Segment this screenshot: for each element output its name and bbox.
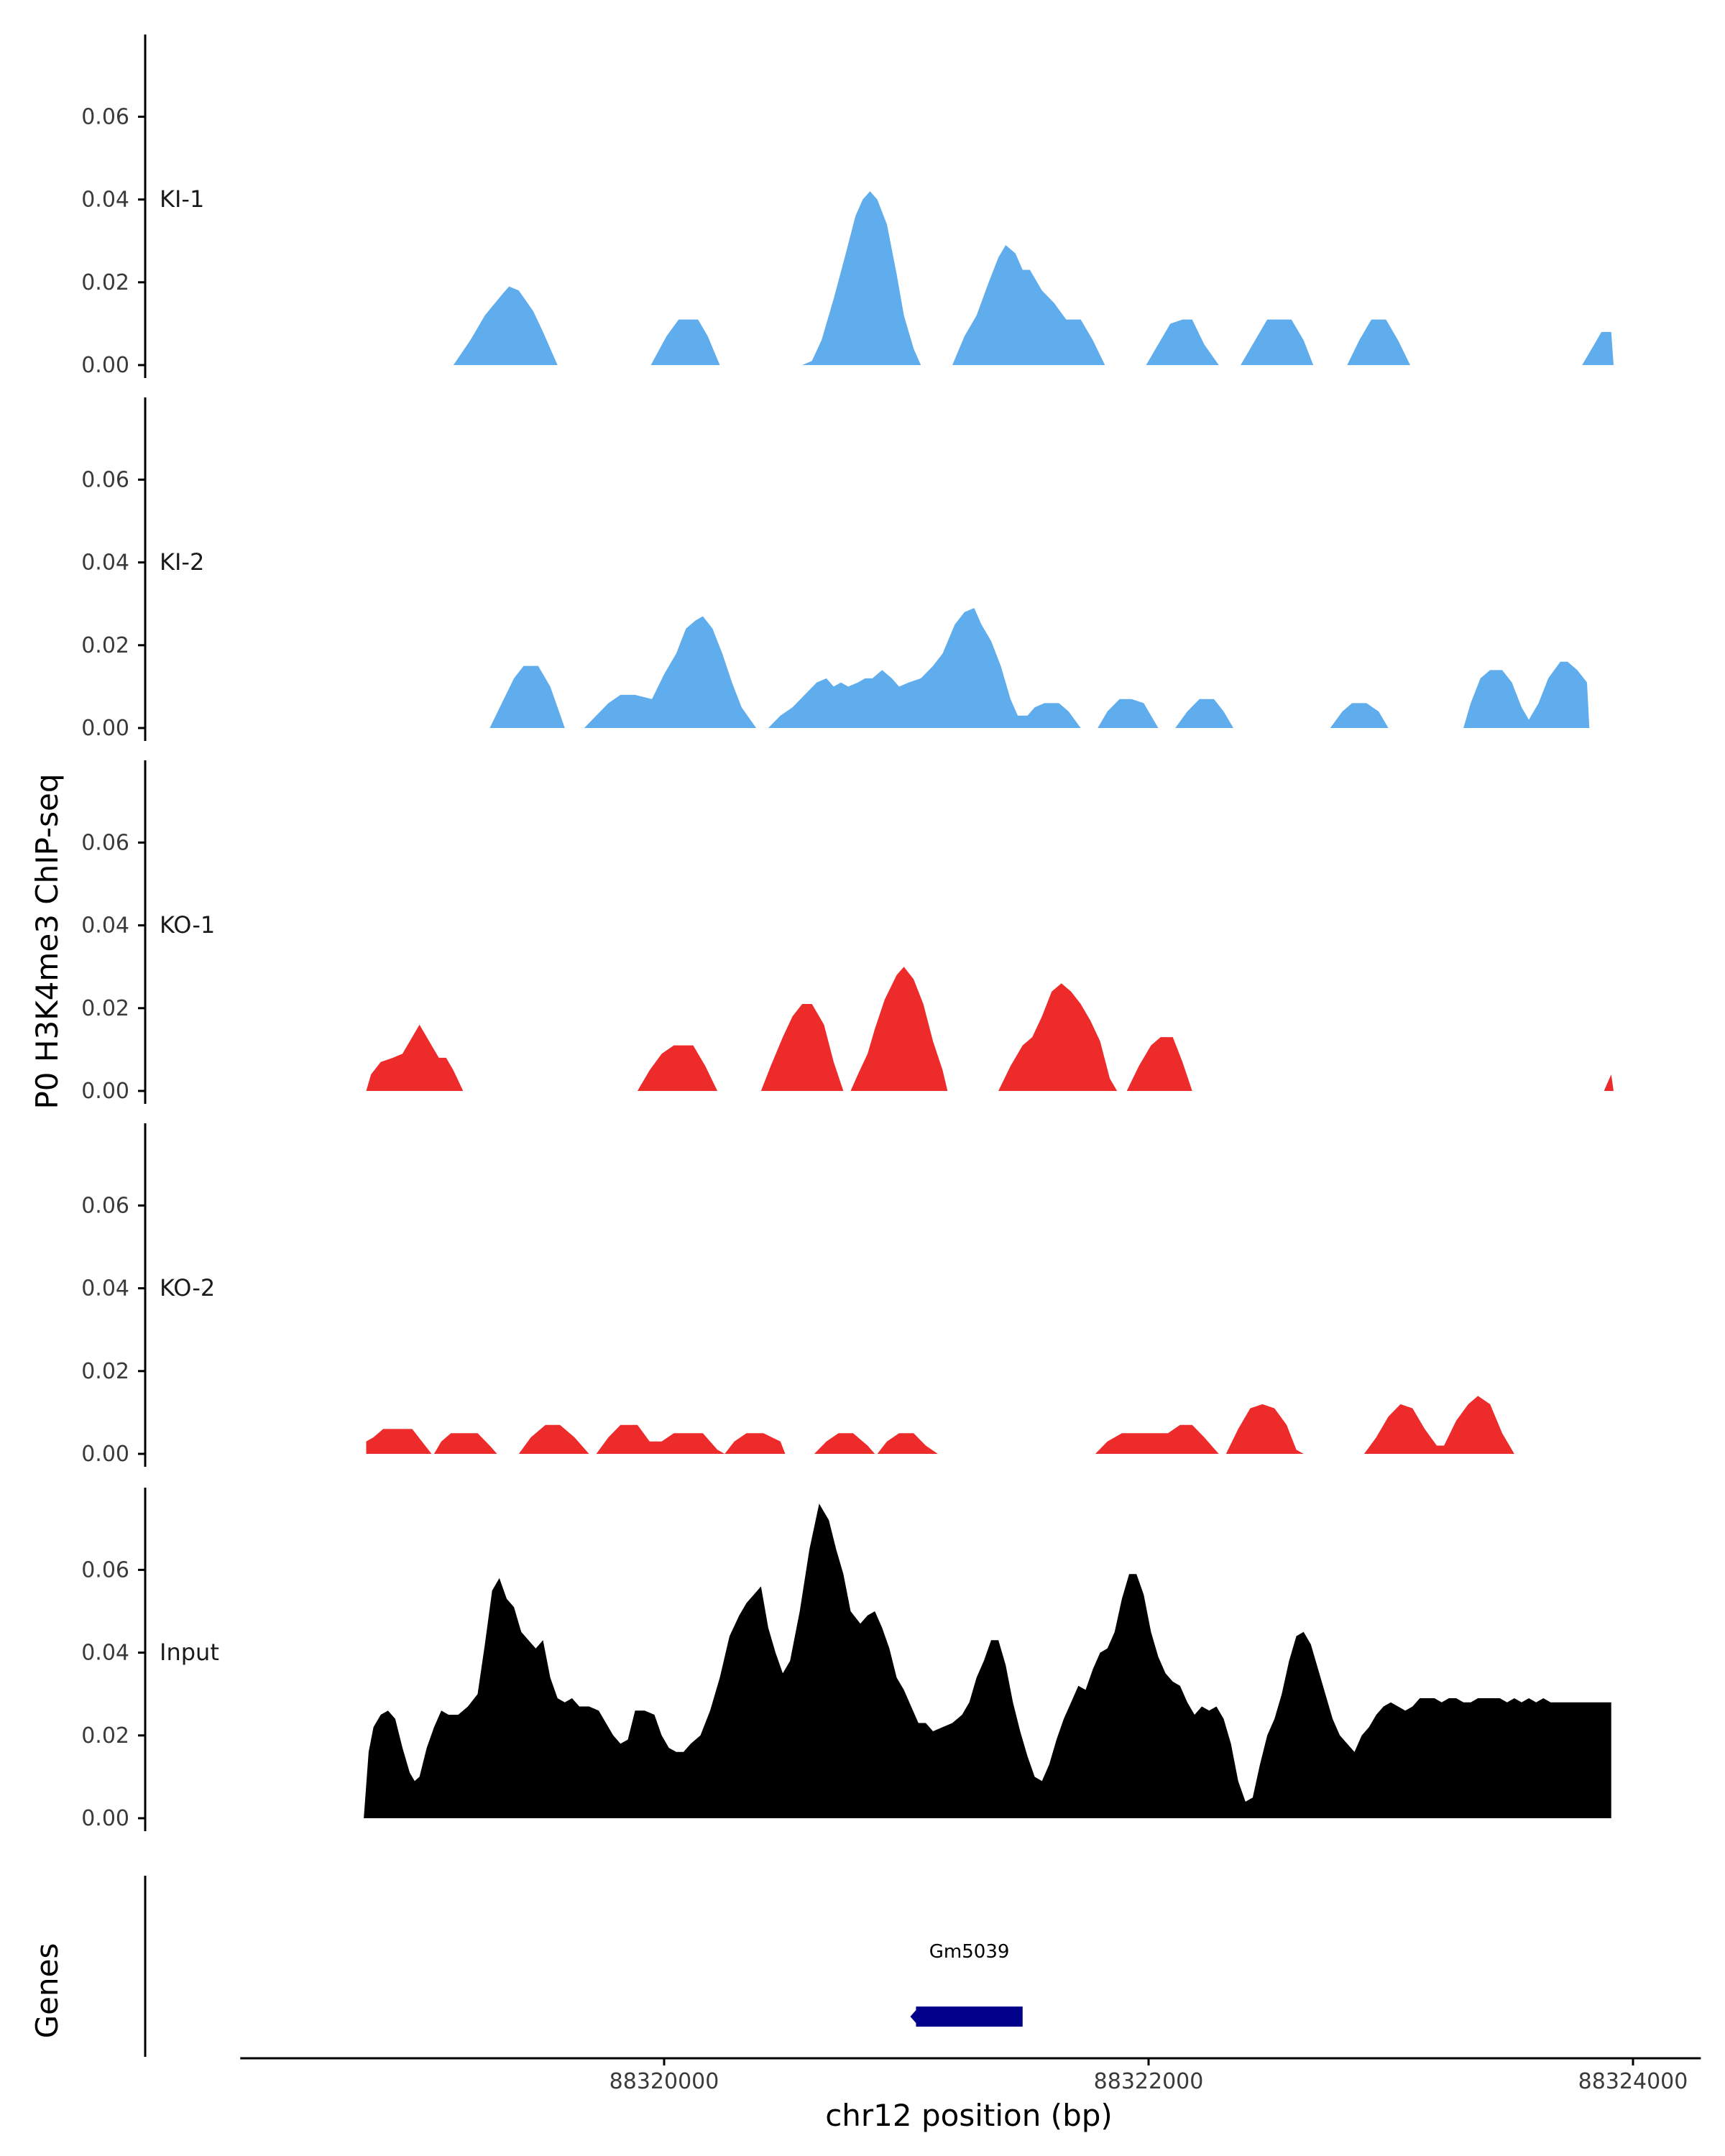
signal-area-input	[364, 1503, 1611, 1818]
y-tick-label: 0.02	[81, 633, 129, 658]
x-tick-label: 88324000	[1578, 2069, 1688, 2094]
x-axis: 88320000 88322000 88324000	[240, 2057, 1701, 2094]
track-input: 0.00 0.02 0.04 0.06 Input	[81, 1488, 1611, 1831]
y-tick-label: 0.06	[81, 467, 129, 492]
track-ki-1: 0.00 0.02 0.04 0.06 KI-1	[81, 34, 1614, 378]
y-tick-label: 0.00	[81, 1806, 129, 1831]
track-label: KI-2	[160, 548, 204, 576]
x-tick-label: 88322000	[1094, 2069, 1204, 2094]
y-tick-label: 0.00	[81, 1442, 129, 1467]
signal-area-ki-1	[453, 191, 1614, 365]
track-label: KI-1	[160, 185, 204, 213]
gene-strand-arrow	[910, 2010, 916, 2023]
y-tick-label: 0.00	[81, 1079, 129, 1104]
y-tick-label: 0.06	[81, 104, 129, 129]
y-tick-label: 0.04	[81, 188, 129, 213]
gene-body	[916, 2007, 1023, 2027]
track-label: KO-2	[160, 1274, 215, 1302]
y-tick-label: 0.04	[81, 550, 129, 576]
y-tick-label: 0.00	[81, 353, 129, 378]
y-tick-label: 0.06	[81, 1557, 129, 1583]
y-tick-label: 0.06	[81, 830, 129, 855]
genes-panel: Gm5039	[144, 1876, 1023, 2057]
y-tick-label: 0.04	[81, 913, 129, 939]
signal-area-ko-1	[366, 967, 1614, 1091]
y-tick-label: 0.02	[81, 996, 129, 1021]
gene-label: Gm5039	[929, 1941, 1010, 1963]
y-axis-title: P0 H3K4me3 ChIP-seq	[29, 773, 65, 1109]
signal-area-ko-2	[366, 1396, 1514, 1454]
y-tick-label: 0.04	[81, 1641, 129, 1666]
track-ki-2: 0.00 0.02 0.04 0.06 KI-2	[81, 397, 1590, 741]
y-tick-label: 0.02	[81, 270, 129, 295]
y-tick-label: 0.02	[81, 1359, 129, 1384]
y-tick-label: 0.00	[81, 716, 129, 741]
track-ko-1: 0.00 0.02 0.04 0.06 KO-1	[81, 760, 1614, 1104]
track-ko-2: 0.00 0.02 0.04 0.06 KO-2	[81, 1123, 1514, 1467]
genes-axis-title: Genes	[29, 1943, 65, 2039]
y-tick-label: 0.02	[81, 1723, 129, 1749]
x-tick-label: 88320000	[610, 2069, 719, 2094]
y-tick-label: 0.06	[81, 1193, 129, 1218]
signal-area-ki-2	[489, 608, 1590, 728]
x-axis-title: chr12 position (bp)	[825, 2098, 1113, 2133]
y-tick-label: 0.04	[81, 1276, 129, 1302]
track-label: KO-1	[160, 911, 215, 939]
track-label: Input	[160, 1639, 219, 1666]
tracks-layer: 0.00 0.02 0.04 0.06 KI-1 0.00 0.02 0.04 0.06 KI-2…	[81, 34, 1614, 1831]
